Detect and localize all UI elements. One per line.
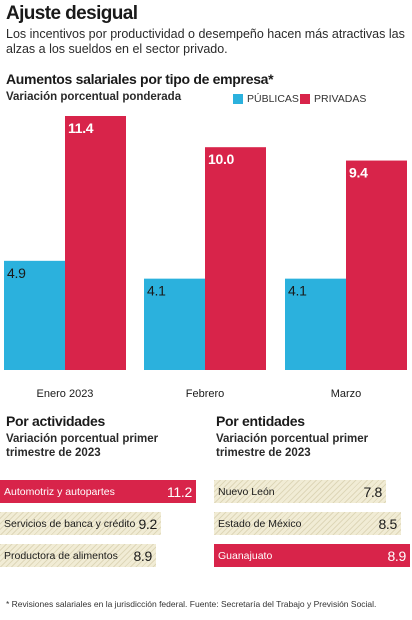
legend-publicas-label: PÚBLICAS xyxy=(247,93,299,105)
hbar-value-label: 8.9 xyxy=(387,547,406,564)
legend-privadas: PRIVADAS xyxy=(300,93,366,105)
bar-label-publicas-2: 4.1 xyxy=(288,283,307,299)
actividades-subtitle: Variación porcentual primer trimestre de… xyxy=(6,433,159,459)
hbar-0: Automotriz y autopartes 11.2 xyxy=(0,480,196,503)
hbar-value-label: 8.5 xyxy=(378,515,397,532)
hbar-value-label: 11.2 xyxy=(166,483,192,500)
page-title: Ajuste desigual xyxy=(6,3,138,24)
footnote: * Revisiones salariales en la jurisdicci… xyxy=(6,599,377,609)
legend-publicas: PÚBLICAS xyxy=(233,93,299,105)
hbar-2: Productora de alimentos 8.9 xyxy=(0,544,156,567)
legend-publicas-swatch xyxy=(233,94,243,104)
x-tick-label-1: Febrero xyxy=(186,388,225,400)
hbar-1: Servicios de banca y crédito 9.2 xyxy=(0,512,161,535)
hbar-2: Guanajuato 8.9 xyxy=(214,544,410,567)
hbar-category-label: Productora de alimentos xyxy=(4,549,118,562)
bar-label-publicas-0: 4.9 xyxy=(7,265,26,281)
bar-publicas-2 xyxy=(285,278,346,370)
bar-privadas-2 xyxy=(346,160,407,370)
hbar-value-label: 8.9 xyxy=(133,547,152,564)
main-chart-subtitle: Variación porcentual ponderada xyxy=(6,91,182,103)
bar-label-privadas-2: 9.4 xyxy=(349,165,368,181)
bar-label-publicas-1: 4.1 xyxy=(147,283,166,299)
main-bar-chart: 4.9 11.4 Enero 2023 4.1 10.0 Febrero 4.1 9.4 Mar… xyxy=(4,116,407,400)
page-subtitle: Los incentivos por productividad o desem… xyxy=(6,27,405,56)
hbar-1: Estado de México 8.5 xyxy=(214,512,401,535)
bar-label-privadas-1: 10.0 xyxy=(208,151,235,167)
hbar-value-label: 7.8 xyxy=(363,483,382,500)
x-tick-label-2: Marzo xyxy=(331,388,362,400)
actividades-title: Por actividades xyxy=(6,413,105,429)
legend-privadas-swatch xyxy=(300,94,310,104)
x-tick-label-0: Enero 2023 xyxy=(37,388,94,400)
hbar-0: Nuevo León 7.8 xyxy=(214,480,386,503)
bar-privadas-1 xyxy=(205,147,266,370)
bar-publicas-0 xyxy=(4,260,65,370)
hbar-category-label: Guanajuato xyxy=(218,549,273,562)
entidades-subtitle: Variación porcentual primer trimestre de… xyxy=(216,433,369,459)
hbar-category-label: Estado de México xyxy=(218,517,302,530)
entidades-bar-chart: Nuevo León 7.8 Estado de México 8.5 Guanajua… xyxy=(214,480,410,570)
hbar-category-label: Servicios de banca y crédito xyxy=(4,517,136,530)
bar-label-privadas-0: 11.4 xyxy=(68,120,94,136)
bar-privadas-0 xyxy=(65,116,126,370)
hbar-category-label: Nuevo León xyxy=(218,485,275,498)
main-chart-title: Aumentos salariales por tipo de empresa* xyxy=(6,71,274,87)
hbar-category-label: Automotriz y autopartes xyxy=(4,485,115,498)
legend-privadas-label: PRIVADAS xyxy=(314,93,367,105)
entidades-title: Por entidades xyxy=(216,413,305,429)
actividades-bar-chart: Automotriz y autopartes 11.2 Servicios de … xyxy=(0,480,196,570)
bar-publicas-1 xyxy=(144,278,205,370)
hbar-value-label: 9.2 xyxy=(138,515,157,532)
